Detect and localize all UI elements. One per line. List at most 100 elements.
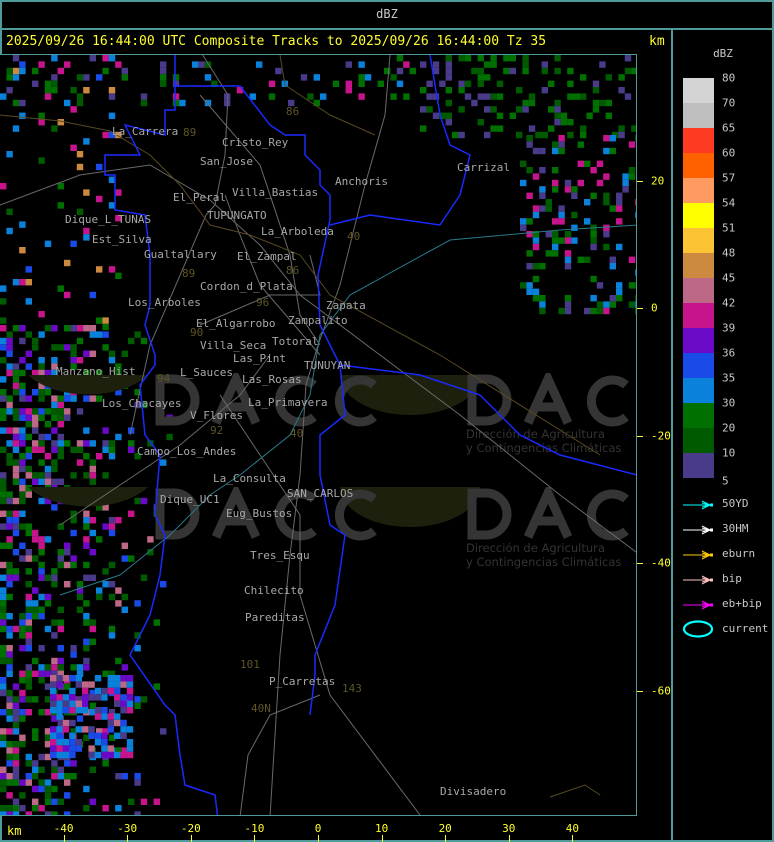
radar-echo-cell	[490, 125, 497, 132]
radar-echo-cell	[458, 87, 465, 94]
town-label: Carrizal	[457, 161, 510, 174]
radar-echo-cell	[554, 67, 561, 75]
radar-echo-cell	[552, 237, 559, 244]
radar-echo-cell	[70, 106, 77, 113]
town-label: Manzano_Hist	[56, 365, 136, 378]
radar-echo-cell	[0, 683, 7, 690]
radar-echo-cell	[464, 93, 472, 100]
dacc-logo-3	[155, 487, 377, 541]
radar-echo-cell	[25, 472, 32, 479]
radar-echo-cell	[603, 173, 610, 180]
radar-echo-cell	[552, 243, 559, 251]
radar-echo-cell	[108, 517, 116, 524]
radar-echo-cell	[153, 619, 160, 626]
radar-echo-cell	[520, 160, 527, 167]
radar-echo-cell	[586, 112, 593, 119]
radar-echo-cell	[115, 61, 122, 68]
radar-echo-cell	[19, 440, 26, 447]
radar-echo-cell	[198, 61, 205, 68]
radar-echo-cell	[445, 55, 452, 62]
radar-echo-cell	[51, 414, 58, 421]
radar-echo-cell	[64, 542, 71, 549]
radar-echo-cell	[19, 619, 26, 626]
radar-echo-cell	[89, 325, 96, 332]
radar-echo-cell	[51, 798, 58, 805]
radar-echo-cell	[12, 517, 20, 524]
radar-echo-cell	[44, 80, 52, 87]
radar-echo-cell	[6, 664, 13, 671]
radar-map[interactable]: Dirección de Agricultura y Contingencias …	[0, 54, 637, 816]
radar-echo-cell	[102, 760, 109, 767]
radar-echo-cell	[107, 675, 114, 682]
radar-echo-cell	[6, 459, 13, 466]
radar-echo-cell	[121, 606, 128, 613]
radar-echo-cell	[25, 632, 32, 639]
radar-echo-cell	[560, 119, 568, 126]
radar-echo-cell	[532, 231, 540, 238]
town-label: Chilecito	[244, 584, 304, 597]
radar-echo-cell	[32, 421, 39, 428]
radar-echo-cell	[114, 681, 121, 688]
route-number: 86	[286, 105, 300, 118]
radar-echo-cell	[25, 811, 32, 815]
radar-echo-cell	[32, 337, 39, 345]
route-number: 92	[210, 424, 224, 437]
radar-echo-cell	[64, 581, 71, 588]
radar-echo-cell	[44, 240, 52, 247]
radar-echo-cell	[25, 664, 32, 671]
radar-echo-cell	[62, 726, 70, 733]
radar-echo-cell	[120, 675, 127, 682]
radar-echo-cell	[56, 675, 63, 682]
radar-echo-cell	[19, 414, 26, 421]
town-label: El_Peral	[173, 191, 226, 204]
radar-echo-cell	[140, 99, 148, 107]
radar-echo-cell	[57, 433, 64, 441]
radar-echo-cell	[596, 301, 604, 308]
radar-echo-cell	[32, 446, 39, 453]
town-label: El_Algarrobo	[196, 317, 276, 330]
radar-echo-cell	[0, 766, 7, 773]
radar-echo-cell	[0, 285, 7, 292]
radar-echo-cell	[38, 805, 45, 812]
radar-echo-cell	[62, 707, 70, 714]
radar-echo-cell	[12, 760, 20, 767]
radar-echo-cell	[101, 739, 108, 746]
town-label: Cordon_d_Plata	[200, 280, 293, 293]
radar-echo-cell	[6, 74, 13, 81]
radar-echo-cell	[526, 263, 533, 270]
radar-echo-cell	[120, 719, 127, 727]
radar-echo-cell	[19, 805, 26, 812]
radar-echo-cell	[32, 606, 39, 613]
town-label: TUNUYAN	[304, 359, 351, 372]
radar-echo-cell	[83, 734, 90, 741]
radar-echo-cell	[128, 555, 135, 562]
radar-echo-cell	[76, 74, 84, 81]
radar-echo-cell	[89, 459, 96, 466]
radar-echo-cell	[76, 670, 84, 677]
radar-echo-cell	[12, 472, 20, 479]
radar-echo-cell	[0, 491, 7, 498]
radar-echo-cell	[426, 93, 433, 100]
radar-echo-cell	[477, 55, 484, 62]
radar-echo-cell	[76, 696, 84, 703]
radar-echo-cell	[545, 205, 552, 212]
radar-echo-cell	[76, 408, 84, 415]
radar-echo-cell	[96, 163, 103, 171]
radar-echo-cell	[96, 331, 103, 338]
logo-letter-shape	[155, 488, 200, 540]
radar-echo-cell	[44, 465, 52, 473]
radar-echo-cell	[19, 61, 26, 68]
radar-echo-cell	[0, 561, 7, 569]
radar-echo-cell	[96, 504, 103, 511]
radar-echo-cell	[0, 619, 7, 626]
radar-echo-cell	[0, 325, 7, 332]
radar-echo-cell	[622, 173, 629, 180]
radar-echo-cell	[70, 350, 77, 357]
radar-echo-cell	[12, 478, 20, 485]
radar-echo-cell	[102, 67, 109, 75]
radar-echo-cell	[592, 87, 600, 94]
radar-echo-cell	[83, 189, 90, 196]
radar-echo-cell	[603, 307, 610, 315]
radar-echo-cell	[56, 726, 63, 733]
radar-echo-cell	[44, 709, 52, 716]
